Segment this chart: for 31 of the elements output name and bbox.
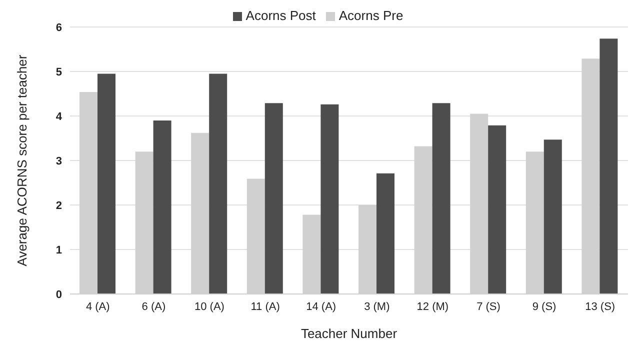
bar xyxy=(209,74,228,294)
bar xyxy=(544,140,562,294)
bar xyxy=(488,125,506,294)
bar xyxy=(264,103,283,294)
x-axis-title: Teacher Number xyxy=(300,326,398,341)
bar xyxy=(97,74,116,294)
x-tick-label: 13 (S) xyxy=(585,300,616,313)
x-tick-label: 11 (A) xyxy=(250,300,280,313)
y-tick-label: 6 xyxy=(56,22,62,34)
x-tick-label: 4 (A) xyxy=(86,300,110,313)
y-tick-label: 3 xyxy=(56,155,62,168)
x-tick-label: 7 (S) xyxy=(476,300,500,313)
bar xyxy=(600,38,618,294)
y-tick-label: 0 xyxy=(56,288,62,301)
y-tick-label: 2 xyxy=(56,200,62,212)
x-tick-label: 12 (M) xyxy=(416,300,449,313)
x-tick-label: 6 (A) xyxy=(142,300,166,313)
bar xyxy=(432,103,450,294)
legend-label: Acorns Post xyxy=(246,8,316,23)
y-tick-label: 1 xyxy=(56,244,62,256)
bar xyxy=(153,120,172,294)
legend-label: Acorns Pre xyxy=(338,8,404,23)
bar xyxy=(320,104,339,294)
y-axis-title: Average ACORNS score per teacher xyxy=(14,54,30,266)
x-tick-label: 10 (A) xyxy=(194,300,224,313)
y-tick-label: 4 xyxy=(56,110,63,123)
x-tick-label: 14 (A) xyxy=(306,300,336,313)
x-tick-label: 9 (S) xyxy=(532,300,556,313)
x-tick-label: 3 (M) xyxy=(364,300,390,313)
y-tick-label: 5 xyxy=(56,66,62,78)
bar xyxy=(376,173,394,294)
